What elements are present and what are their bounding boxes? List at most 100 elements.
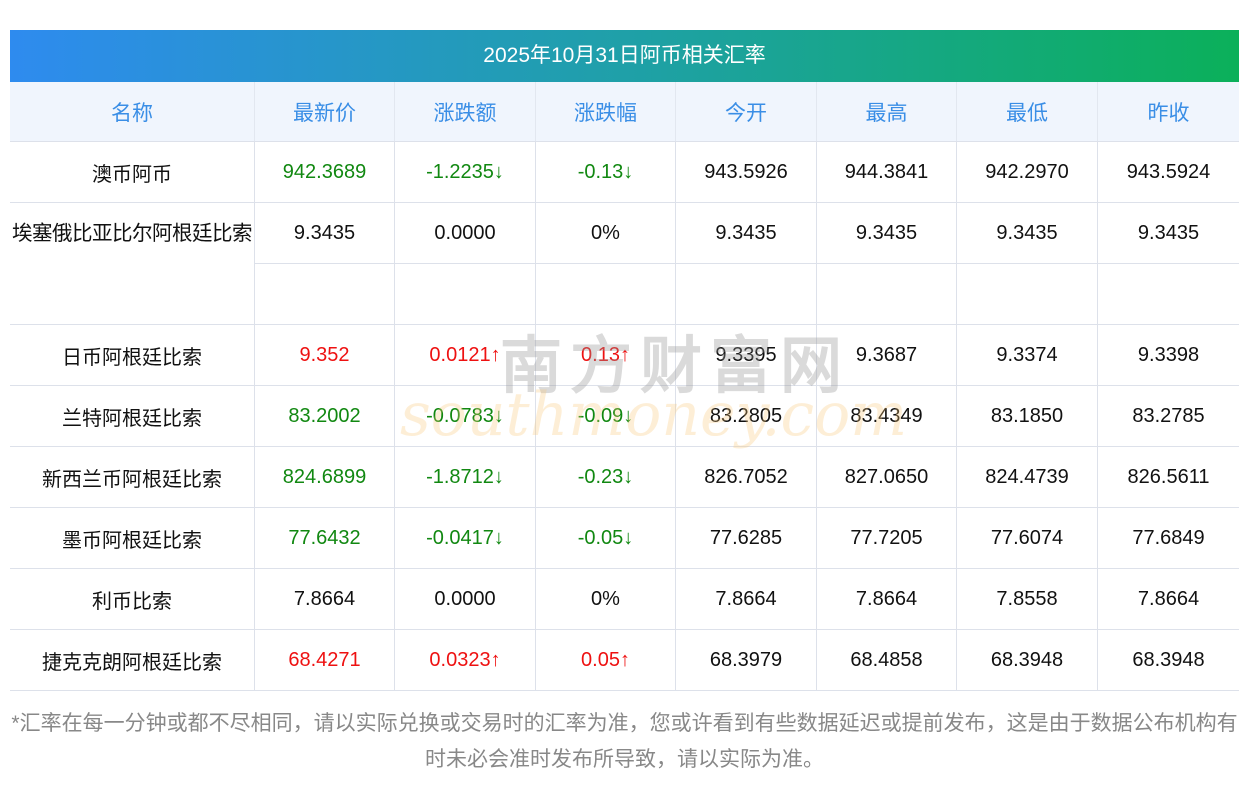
currency-name: 兰特阿根廷比索 — [10, 386, 255, 446]
table-row: 澳币阿币 942.3689 -1.2235↓ -0.13↓ 943.5926 944.38… — [10, 142, 1239, 203]
column-header: 最低 — [957, 82, 1098, 141]
cell-low: 9.3435 — [957, 203, 1098, 324]
cell-price: 77.6432 — [255, 508, 395, 568]
cell-chg: 0.0121↑ — [395, 325, 536, 385]
currency-name: 利币比索 — [10, 569, 255, 629]
cell-value: -1.2235↓ — [426, 160, 504, 183]
cell-value: 0% — [536, 203, 675, 264]
cell-value: 0.0121↑ — [429, 343, 501, 366]
exchange-rate-table: 名称 最新价 涨跌额 涨跌幅 今开 最高 最低 昨收 澳币阿币 942.3689 -1.2235↓… — [10, 82, 1239, 691]
cell-value: 824.4739 — [985, 465, 1069, 488]
cell-value: 77.6285 — [709, 526, 783, 549]
cell-open: 7.8664 — [676, 569, 817, 629]
cell-value: -0.0417↓ — [426, 526, 504, 549]
cell-value: 943.5924 — [1126, 160, 1211, 183]
cell-prev: 943.5924 — [1098, 142, 1239, 202]
cell-value: 77.6849 — [1132, 526, 1205, 549]
cell-value: 83.2002 — [288, 404, 361, 427]
cell-price: 83.2002 — [255, 386, 395, 446]
cell-high: 9.3435 — [817, 203, 957, 324]
cell-high: 9.3687 — [817, 325, 957, 385]
cell-chg: 0.0323↑ — [395, 630, 536, 690]
cell-open: 68.3979 — [676, 630, 817, 690]
cell-prev: 826.5611 — [1098, 447, 1239, 507]
cell-high: 827.0650 — [817, 447, 957, 507]
column-header: 名称 — [10, 82, 255, 141]
cell-chg: -0.0417↓ — [395, 508, 536, 568]
cell-value: 0% — [591, 587, 620, 610]
cell-pct: 0% — [536, 203, 676, 324]
cell-value: 77.6074 — [990, 526, 1064, 549]
table-title: 2025年10月31日阿币相关汇率 — [10, 30, 1239, 82]
cell-price: 7.8664 — [255, 569, 395, 629]
cell-value: -0.13↓ — [577, 160, 634, 183]
table-row: 埃塞俄比亚比尔阿根廷比索 9.3435 0.0000 0% 9.3435 9.3435 9.… — [10, 203, 1239, 325]
cell-high: 944.3841 — [817, 142, 957, 202]
cell-pct: -0.05↓ — [536, 508, 676, 568]
cell-prev: 77.6849 — [1098, 508, 1239, 568]
cell-value: 68.3979 — [709, 648, 783, 671]
cell-value: 943.5926 — [704, 160, 788, 183]
table-row: 新西兰币阿根廷比索 824.6899 -1.8712↓ -0.23↓ 826.7052 8… — [10, 447, 1239, 508]
cell-value: 9.3374 — [996, 343, 1058, 366]
cell-value: 9.3398 — [1137, 343, 1200, 366]
currency-name: 日币阿根廷比索 — [10, 325, 255, 385]
cell-open: 83.2805 — [676, 386, 817, 446]
cell-low: 942.2970 — [957, 142, 1098, 202]
cell-chg: -1.8712↓ — [395, 447, 536, 507]
cell-value: 942.2970 — [985, 160, 1069, 183]
currency-name: 墨币阿根廷比索 — [10, 508, 255, 568]
cell-prev: 68.3948 — [1098, 630, 1239, 690]
column-header: 涨跌幅 — [536, 82, 676, 141]
cell-price: 9.3435 — [255, 203, 395, 324]
cell-value: 944.3841 — [844, 160, 929, 183]
column-header: 最新价 — [255, 82, 395, 141]
cell-value: -1.8712↓ — [426, 465, 504, 488]
cell-value: 7.8664 — [855, 587, 918, 610]
cell-value: 9.3395 — [715, 343, 777, 366]
cell-value: 0.0323↑ — [429, 648, 501, 671]
cell-value: 77.6432 — [288, 526, 361, 549]
cell-high: 68.4858 — [817, 630, 957, 690]
cell-low: 9.3374 — [957, 325, 1098, 385]
cell-value: 7.8558 — [996, 587, 1058, 610]
cell-chg: 0.0000 — [395, 569, 536, 629]
cell-pct: 0.13↑ — [536, 325, 676, 385]
cell-high: 7.8664 — [817, 569, 957, 629]
table-row: 捷克克朗阿根廷比索 68.4271 0.0323↑ 0.05↑ 68.3979 68.48… — [10, 630, 1239, 691]
cell-value: 9.3435 — [1098, 203, 1239, 264]
cell-price: 824.6899 — [255, 447, 395, 507]
table-row: 墨币阿根廷比索 77.6432 -0.0417↓ -0.05↓ 77.6285 77.72… — [10, 508, 1239, 569]
cell-low: 68.3948 — [957, 630, 1098, 690]
column-header: 昨收 — [1147, 101, 1190, 125]
cell-value: 77.7205 — [850, 526, 923, 549]
table-row: 利币比索 7.8664 0.0000 0% 7.8664 7.8664 7.8558 7.86… — [10, 569, 1239, 630]
cell-low: 7.8558 — [957, 569, 1098, 629]
cell-value: 9.3435 — [255, 203, 394, 264]
cell-value: 7.8664 — [715, 587, 777, 610]
cell-prev: 7.8664 — [1098, 569, 1239, 629]
cell-chg: 0.0000 — [395, 203, 536, 324]
cell-value: 0.0000 — [395, 203, 535, 264]
cell-value: 83.2785 — [1132, 404, 1205, 427]
cell-value: 0.13↑ — [581, 343, 630, 366]
cell-value: 68.4858 — [850, 648, 923, 671]
column-header: 涨跌额 — [395, 82, 536, 141]
cell-value: 7.8664 — [1137, 587, 1200, 610]
cell-low: 77.6074 — [957, 508, 1098, 568]
cell-value: 826.7052 — [704, 465, 788, 488]
cell-pct: -0.23↓ — [536, 447, 676, 507]
cell-value: 9.3435 — [676, 203, 816, 264]
cell-open: 9.3395 — [676, 325, 817, 385]
cell-high: 77.7205 — [817, 508, 957, 568]
cell-chg: -0.0783↓ — [395, 386, 536, 446]
cell-value: 0.05↑ — [581, 648, 630, 671]
cell-chg: -1.2235↓ — [395, 142, 536, 202]
table-header: 名称 最新价 涨跌额 涨跌幅 今开 最高 最低 昨收 — [10, 82, 1239, 142]
cell-value: 9.352 — [299, 343, 350, 366]
disclaimer-footer: *汇率在每一分钟或都不尽相同，请以实际兑换或交易时的汇率为准，您或许看到有些数据… — [11, 712, 1238, 771]
currency-name: 澳币阿币 — [10, 142, 255, 202]
cell-value: 68.4271 — [288, 648, 361, 671]
column-header: 今开 — [676, 82, 817, 141]
cell-value: 7.8664 — [293, 587, 356, 610]
